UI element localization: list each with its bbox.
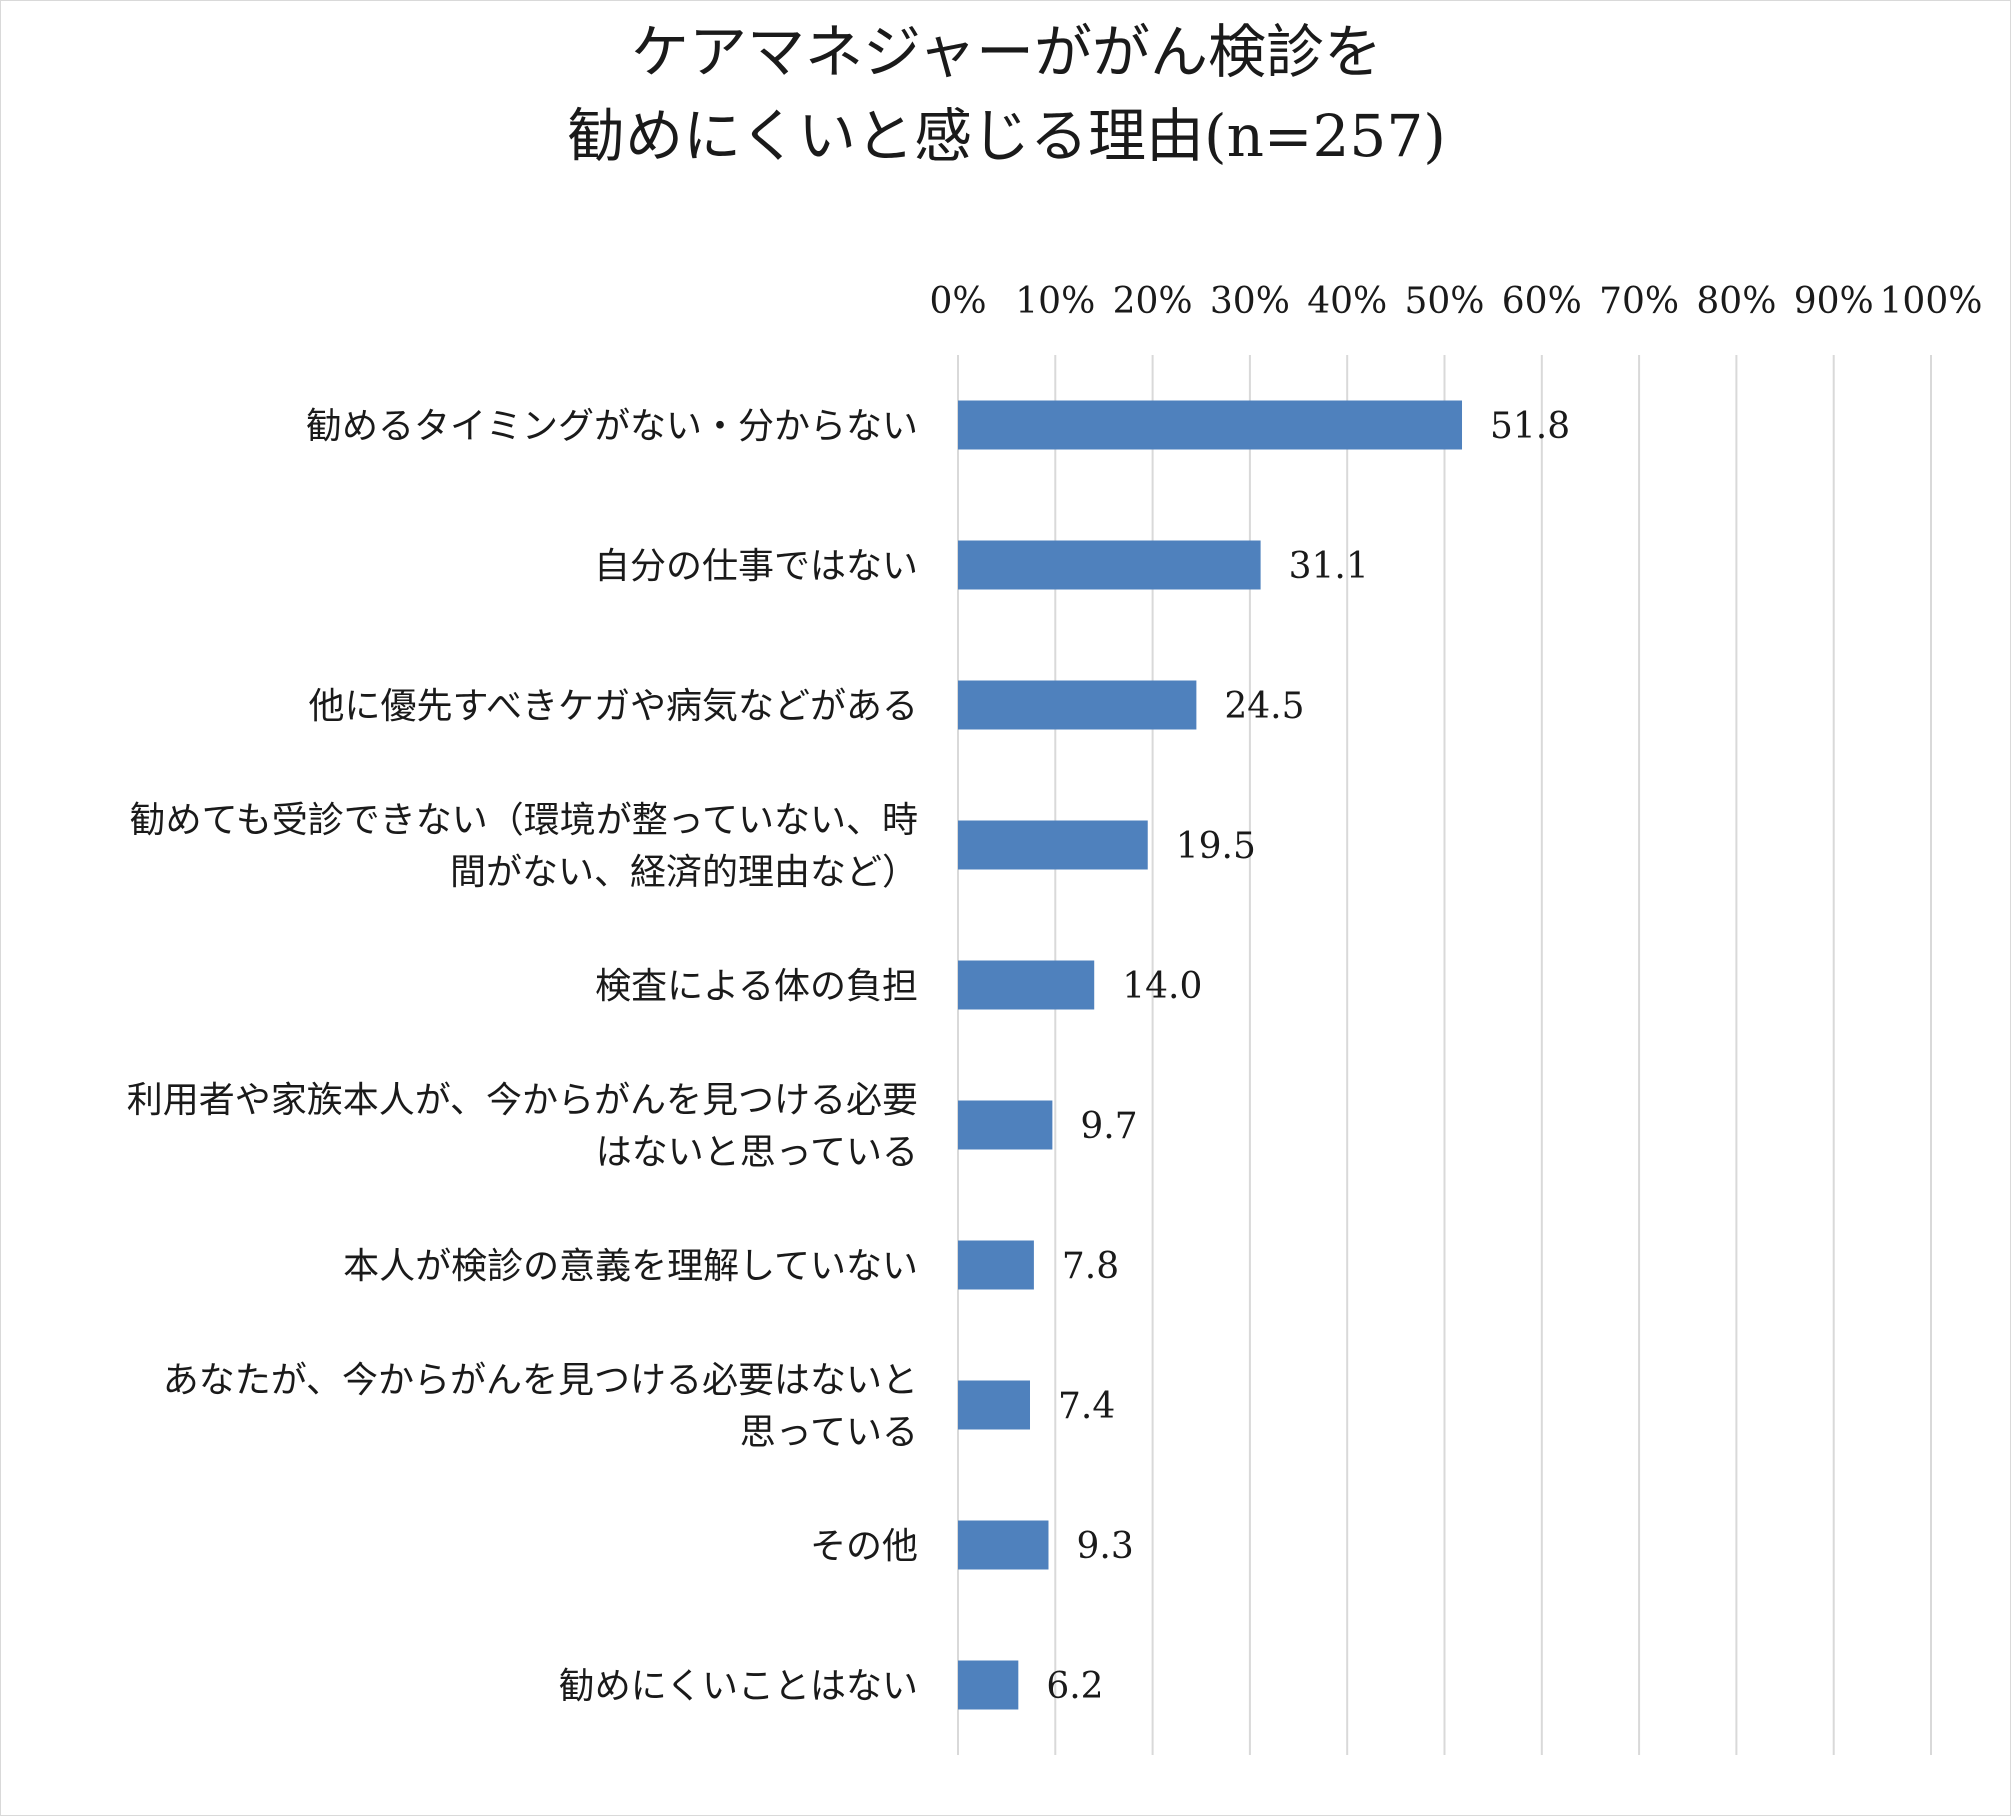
category-label: その他 [810,1526,918,1567]
gridlines [957,355,1932,1755]
bar [958,1240,1034,1290]
category-label: 思っている [740,1412,918,1453]
data-label: 9.3 [1076,1526,1133,1567]
category-label: 他に優先すべきケガや病気などがある [309,686,918,727]
bar [958,1660,1019,1710]
x-tick-label: 0% [929,281,986,322]
data-label: 24.5 [1224,686,1304,727]
category-label: 勧めるタイミングがない・分からない [306,406,918,447]
bar [958,1380,1031,1430]
x-tick-label: 70% [1599,281,1679,322]
x-tick-label: 30% [1210,281,1290,322]
bar [958,400,1463,450]
data-label: 9.7 [1080,1106,1137,1147]
chart-title-line-2: 勧めにくいと感じる理由(n=257) [567,102,1446,170]
category-label: 勧めにくいことはない [559,1666,918,1707]
category-label: 間がない、経済的理由など） [450,852,918,893]
x-axis-ticks: 0% 10% 20% 30% 40% 50% 60% 70% 80% 90% 100% [929,281,1982,322]
category-labels: 勧めるタイミングがない・分からない自分の仕事ではない他に優先すべきケガや病気など… [127,406,918,1707]
data-label: 6.2 [1046,1666,1103,1707]
data-label: 7.4 [1058,1386,1115,1427]
category-label: あなたが、今からがんを見つける必要はないと [163,1360,918,1401]
category-label: 利用者や家族本人が、今からがんを見つける必要 [127,1080,918,1121]
bar [958,1100,1053,1150]
x-tick-label: 40% [1307,281,1387,322]
data-label: 7.8 [1062,1246,1119,1287]
bar [958,540,1261,590]
bar [958,680,1197,730]
data-label: 31.1 [1289,546,1369,587]
x-tick-label: 80% [1696,281,1776,322]
bar [958,820,1148,870]
category-label: 本人が検診の意義を理解していない [343,1246,918,1287]
category-label: 検査による体の負担 [595,966,918,1007]
bar [958,960,1095,1010]
chart-title-line-1: ケアマネジャーががん検診を [630,18,1383,86]
data-labels: 51.8 31.1 24.5 19.5 14.0 9.7 7.8 7.4 9.3 6.2 [1046,406,1570,1707]
data-label: 19.5 [1176,826,1256,867]
category-label: はないと思っている [596,1132,918,1173]
x-tick-label: 10% [1015,281,1095,322]
x-tick-label: 20% [1113,281,1193,322]
category-label: 勧めても受診できない（環境が整っていない、時 [130,800,918,841]
x-tick-label: 100% [1880,281,1983,322]
data-label: 14.0 [1122,966,1202,1007]
x-tick-label: 60% [1502,281,1582,322]
bar [958,1520,1049,1570]
x-tick-label: 90% [1794,281,1874,322]
x-tick-label: 50% [1404,281,1484,322]
data-label: 51.8 [1490,406,1570,447]
bars [958,400,1463,1710]
category-label: 自分の仕事ではない [594,546,918,587]
